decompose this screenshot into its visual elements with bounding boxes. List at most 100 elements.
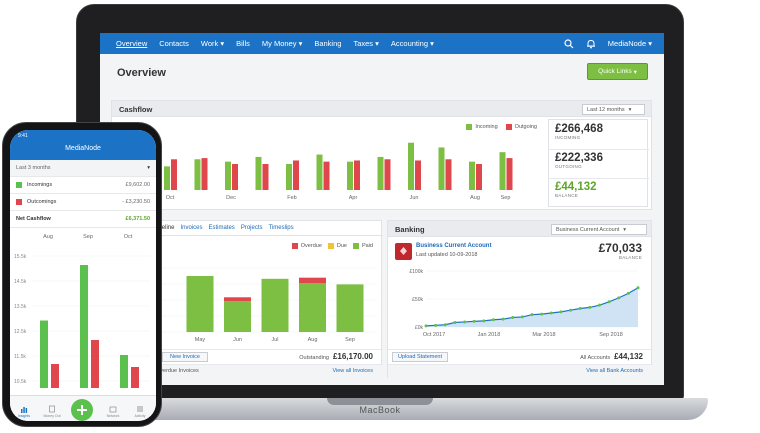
nav-taxes-label: Taxes (353, 39, 374, 48)
invoice-tick-label: Aug (308, 337, 318, 343)
chevron-down-icon: ▾ (633, 68, 637, 76)
phone-time: 9:41 (18, 133, 28, 139)
new-invoice-button[interactable]: New Invoice (162, 352, 208, 362)
phone-bar-incomings (120, 355, 128, 388)
cashflow-tick-label: Aug (470, 195, 480, 201)
cashflow-bar-incoming (438, 147, 445, 190)
bank-balance: £70,033 BALANCE (599, 241, 642, 260)
phone-y-tick: 13.5k (14, 304, 27, 310)
bank-point (472, 319, 476, 323)
outstanding-value: £16,170.00 (332, 352, 373, 361)
chevron-down-icon: ▾ (623, 226, 627, 233)
cashflow-bar-outgoing (262, 164, 269, 190)
org-menu[interactable]: MediaNode ▾ (608, 39, 652, 48)
bank-y-tick: £50k (412, 297, 423, 303)
tab-activity[interactable]: Activity (129, 405, 151, 418)
nav-banking[interactable]: Banking (314, 39, 342, 48)
nav-contacts[interactable]: Contacts (159, 39, 189, 48)
phone-screen: 9:41 MediaNode Last 3 months ▾ Incomings … (10, 130, 156, 421)
nav-accounting[interactable]: Accounting ▾ (385, 39, 440, 48)
phone-x-tick: Sep (83, 234, 93, 240)
cashflow-bar-outgoing (506, 158, 513, 190)
bank-point (453, 321, 457, 325)
tab-money-out[interactable]: Money Out (41, 405, 63, 418)
nav-overview[interactable]: Overview (116, 39, 148, 48)
quick-links-label: Quick Links (598, 68, 632, 75)
tab-insights-label: Insights (17, 414, 31, 418)
cashflow-tick-label: Oct (166, 195, 175, 201)
tab-estimates[interactable]: Estimates (208, 225, 235, 231)
bank-balance-value: £70,033 (598, 241, 642, 255)
bank-point (463, 320, 467, 324)
nav-taxes[interactable]: Taxes ▾ (347, 39, 384, 48)
chevron-down-icon: ▾ (147, 165, 150, 171)
list-icon (137, 406, 143, 412)
phone-outgoings-row: Outcomings - £3,230.50 (10, 194, 156, 211)
phone-net-value: £6,371.50 (125, 216, 150, 222)
outgoing-value: £222,336 (555, 152, 603, 164)
bank-point (520, 315, 524, 319)
chevron-down-icon: ▾ (430, 39, 434, 48)
bank-account-select[interactable]: Business Current Account ▾ (551, 224, 647, 235)
cashflow-bar-incoming (194, 159, 201, 190)
phone-y-tick: 12.5k (14, 329, 27, 335)
bank-account-select-value: Business Current Account (556, 226, 620, 233)
search-icon[interactable] (564, 38, 574, 49)
outstanding-total: Outstanding £16,170.00 (299, 352, 373, 361)
cashflow-bar-incoming (408, 142, 414, 190)
bank-area (426, 287, 638, 327)
cashflow-range-value: Last 12 months (587, 106, 625, 113)
outgoings-swatch (16, 199, 22, 205)
phone-tabbar: Insights Money Out Network Activity (10, 395, 156, 421)
nav-work[interactable]: Work ▾ (195, 39, 230, 48)
nav-bills[interactable]: Bills (236, 39, 250, 48)
tab-timeslips[interactable]: Timeslips (268, 225, 294, 231)
phone-title: MediaNode (65, 145, 101, 152)
bell-icon[interactable] (586, 39, 596, 49)
tab-timeline[interactable]: Timeline (152, 225, 175, 231)
laptop-brand: MacBook (359, 405, 401, 415)
bank-x-tick: Jan 2018 (478, 332, 501, 338)
upload-statement-button[interactable]: Upload Statement (392, 352, 448, 362)
legend-incoming-label: Incoming (475, 124, 498, 130)
cashflow-range-select[interactable]: Last 12 months ▾ (582, 104, 645, 115)
view-all-bank-accounts-link[interactable]: View all Bank Accounts (586, 368, 643, 374)
bank-account-name[interactable]: Business Current Account (416, 243, 492, 249)
cashflow-bar-incoming (164, 166, 170, 190)
view-all-invoices-link[interactable]: View all Invoices (332, 368, 373, 374)
invoice-legend: Overdue Due Paid (291, 243, 373, 249)
bank-point (424, 324, 428, 328)
phone-bar-outcomings (91, 340, 99, 388)
tab-insights[interactable]: Insights (13, 405, 35, 418)
tab-network[interactable]: Network (102, 405, 124, 418)
cashflow-bar-incoming (377, 156, 384, 190)
nav-my-money[interactable]: My Money ▾ (256, 39, 308, 48)
org-name: MediaNode (607, 39, 647, 48)
invoice-bar-paid (299, 283, 326, 332)
outstanding-label: Outstanding (299, 355, 329, 361)
phone-x-tick: Aug (43, 234, 53, 240)
invoice-tick-label: May (195, 337, 206, 343)
legend-outgoing-label: Outgoing (514, 124, 537, 130)
tab-projects[interactable]: Projects (240, 225, 263, 231)
add-button[interactable] (71, 399, 93, 421)
legend-overdue: Overdue (291, 243, 322, 249)
bank-point (549, 311, 553, 315)
bank-point (434, 323, 438, 327)
phone-bar-incomings (80, 265, 88, 388)
cashflow-tick-label: Jun (410, 195, 419, 201)
bank-point (511, 315, 515, 319)
incoming-stat: £266,468 INCOMING (555, 123, 603, 140)
cashflow-summary: £266,468 INCOMING £222,336 OUTGOING £44,… (548, 119, 649, 207)
phone-range-select[interactable]: Last 3 months ▾ (10, 160, 156, 177)
tab-invoices[interactable]: Invoices (180, 225, 203, 231)
overdue-invoices-label: Overdue Invoices (156, 368, 199, 374)
legend-swatch-due (327, 243, 334, 249)
cashflow-bar-outgoing (415, 160, 421, 190)
cashflow-bar-outgoing (384, 159, 391, 190)
cashflow-bar-incoming (225, 161, 231, 190)
quick-links-button[interactable]: Quick Links ▾ (587, 63, 648, 80)
laptop-base (52, 398, 708, 420)
nav-work-label: Work (200, 39, 219, 48)
